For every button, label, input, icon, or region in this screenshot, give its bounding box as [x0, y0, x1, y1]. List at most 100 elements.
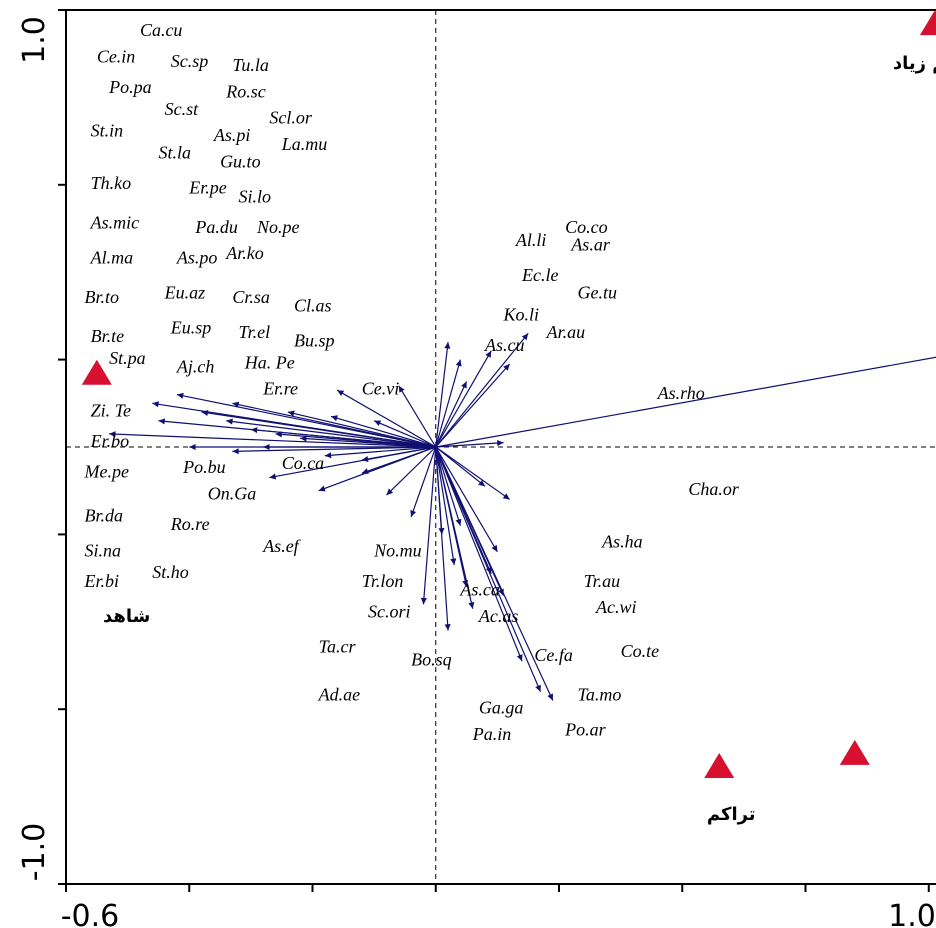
species-label: Ad.ae	[318, 684, 360, 704]
species-label: Po.bu	[182, 457, 226, 477]
species-arrow	[373, 420, 436, 448]
species-arrow	[435, 446, 451, 631]
species-arrows	[109, 333, 936, 701]
species-label: Cl.as	[294, 296, 332, 316]
species-arrow	[226, 418, 436, 448]
species-arrow	[435, 446, 475, 609]
species-arrow	[287, 410, 436, 448]
species-label: Ge.tu	[577, 282, 617, 302]
species-label: Ta.cr	[319, 636, 357, 656]
species-label: Pa.in	[472, 724, 512, 744]
species-label: No.mu	[373, 540, 422, 560]
species-label: Er.pe	[188, 178, 227, 198]
species-arrow	[232, 401, 436, 448]
species-arrow	[435, 439, 504, 448]
species-label: Gu.to	[220, 151, 261, 171]
species-arrow	[435, 350, 492, 448]
species-label: Zi. Te	[91, 400, 131, 420]
species-arrow	[435, 356, 936, 448]
species-label: Al.li	[515, 230, 547, 250]
species-label: Scl.or	[269, 108, 312, 128]
species-label: Po.ar	[564, 719, 606, 739]
species-label: Ce.in	[97, 46, 136, 66]
species-label: Cha.or	[688, 479, 740, 499]
treatment-label: تراکم	[707, 804, 756, 825]
species-label: As.ha	[601, 532, 643, 552]
species-label: Tu.la	[232, 55, 269, 75]
species-label: Tr.el	[239, 322, 271, 342]
species-arrow	[201, 409, 436, 448]
treatment-marker	[839, 739, 870, 765]
species-arrow	[398, 385, 437, 448]
species-label: Si.na	[84, 540, 121, 560]
species-label: St.ho	[152, 562, 189, 582]
species-label: Sc.sp	[171, 51, 209, 71]
species-label: As.pi	[213, 125, 251, 145]
species-arrow	[269, 446, 436, 480]
species-arrow	[410, 446, 437, 518]
species-label: Ar.ko	[225, 243, 264, 263]
x-tick-label: -0.6	[61, 899, 120, 928]
species-label: Me.pe	[83, 462, 128, 482]
species-label: Ar.au	[546, 322, 586, 342]
species-arrow	[109, 431, 436, 448]
species-label: Er.bi	[83, 571, 119, 591]
species-label: Br.te	[91, 326, 125, 346]
species-label: Bo.sq	[411, 650, 452, 670]
species-arrow	[435, 446, 523, 662]
x-tick-label: 1.0	[888, 899, 936, 928]
species-label: As.ef	[262, 536, 301, 556]
species-label: On.Ga	[208, 483, 256, 503]
species-label: Th.ko	[91, 173, 131, 193]
species-label: As.cu	[484, 335, 525, 355]
species-label: Tr.lon	[362, 571, 404, 591]
species-label: As.po	[176, 247, 218, 267]
species-arrow	[420, 446, 437, 605]
y-tick-label: 1.0	[17, 16, 52, 64]
species-arrow	[435, 363, 511, 448]
treatment-label: تراکم زیاد	[893, 53, 936, 74]
species-label: Ac.wi	[595, 597, 637, 617]
species-label: Ec.le	[521, 265, 558, 285]
species-label: As.rho	[657, 383, 705, 403]
species-label: Er.re	[262, 379, 298, 399]
species-label: St.la	[158, 143, 191, 163]
species-label: Co.ca	[282, 453, 325, 473]
species-label: Cr.sa	[232, 287, 270, 307]
species-arrow	[435, 381, 468, 448]
treatment-marker	[919, 10, 936, 36]
environment-markers: تراکم زیادتراکمتراکمشاهد	[81, 10, 936, 825]
species-label: Ga.ga	[479, 698, 524, 718]
species-arrow	[330, 415, 436, 448]
species-label: Bu.sp	[294, 330, 335, 350]
species-label: Ro.re	[170, 514, 210, 534]
tick-labels: -0.6 1.0 1.0 -1.0	[17, 16, 936, 928]
y-tick-label: -1.0	[17, 823, 52, 882]
species-arrow	[435, 342, 451, 448]
species-arrow	[386, 446, 437, 496]
species-arrow	[435, 446, 462, 526]
species-label: Ce.vi	[362, 379, 400, 399]
species-arrow	[435, 359, 462, 448]
species-label: As.mic	[90, 213, 139, 233]
species-label: Co.co	[565, 217, 608, 237]
species-arrow	[435, 446, 498, 553]
species-label: Ko.li	[503, 304, 540, 324]
species-arrow	[250, 427, 436, 448]
treatment-marker	[81, 359, 112, 385]
species-label: As.ca	[459, 580, 500, 600]
species-arrow	[263, 443, 436, 451]
species-label: Aj.ch	[176, 357, 215, 377]
axes	[58, 9, 936, 892]
species-label: Tr.au	[584, 571, 621, 591]
species-label: No.pe	[256, 217, 300, 237]
species-label: Ac.as	[478, 606, 519, 626]
species-arrow	[361, 446, 436, 474]
species-label: Po.pa	[108, 77, 152, 97]
species-arrow	[435, 333, 529, 448]
species-label: St.pa	[109, 348, 146, 368]
treatment-marker	[704, 753, 735, 779]
species-arrow	[435, 446, 511, 500]
